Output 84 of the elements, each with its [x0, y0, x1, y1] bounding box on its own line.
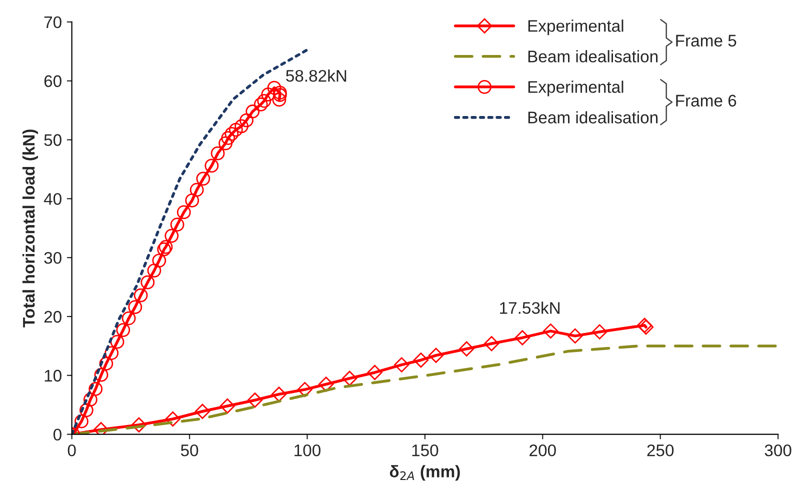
point — [514, 330, 530, 346]
x-tick-label: 150 — [412, 444, 438, 456]
y-tick-label: 10 — [44, 370, 62, 382]
point — [104, 346, 119, 360]
point — [394, 357, 410, 372]
point — [428, 348, 444, 363]
point — [185, 194, 200, 208]
legend-label: Experimental — [528, 20, 624, 36]
y-tick-label: 40 — [44, 193, 62, 205]
annotation: 58.82kN — [286, 70, 346, 82]
annotation: Frame 6 — [676, 94, 736, 107]
point — [228, 122, 243, 137]
point — [99, 356, 114, 371]
point — [272, 92, 286, 107]
point — [204, 158, 219, 173]
point — [234, 119, 248, 134]
legend-label: Beam idealisation — [528, 50, 658, 62]
point — [367, 364, 382, 380]
point — [413, 352, 429, 368]
point — [176, 205, 191, 220]
point — [152, 254, 166, 268]
point — [83, 392, 98, 407]
y-tick-label: 0 — [53, 428, 62, 441]
annotation: Frame 5 — [676, 34, 736, 47]
point — [543, 323, 558, 339]
point — [297, 382, 312, 398]
point — [88, 382, 103, 396]
x-tick-label: 200 — [530, 444, 556, 456]
point — [220, 398, 235, 414]
point — [147, 264, 162, 278]
point — [79, 403, 94, 418]
point — [170, 218, 184, 232]
annotation: 17.53kN — [500, 302, 560, 314]
point — [271, 386, 287, 402]
y-tick-label: 60 — [44, 75, 62, 88]
legend-label: Experimental — [528, 80, 624, 96]
y-axis-title: Total horizontal load (kN) — [22, 130, 38, 328]
point — [190, 182, 204, 197]
point — [592, 324, 608, 340]
legend-label: Beam idealisation — [528, 111, 658, 124]
point — [140, 275, 155, 290]
point — [247, 392, 263, 408]
point — [257, 94, 272, 108]
point — [221, 131, 236, 145]
point — [194, 404, 210, 419]
point — [261, 87, 276, 102]
point — [110, 334, 124, 349]
point — [272, 88, 287, 102]
point — [342, 370, 358, 386]
point — [74, 414, 88, 428]
y-tick-label: 30 — [44, 252, 62, 264]
x-tick-label: 300 — [764, 444, 792, 456]
point — [116, 323, 130, 337]
point — [157, 242, 172, 256]
point — [158, 240, 173, 254]
point — [128, 300, 142, 314]
point — [164, 228, 179, 243]
point — [93, 422, 109, 434]
y-tick-label: 50 — [44, 134, 62, 146]
point — [484, 336, 500, 352]
point — [459, 341, 474, 356]
point — [254, 97, 268, 112]
point — [318, 376, 334, 392]
point — [134, 288, 148, 302]
point — [246, 104, 260, 118]
point — [224, 126, 239, 141]
x-tick-label: 250 — [647, 444, 674, 456]
point — [272, 86, 287, 100]
x-axis-title: δ$_{2A}$ (mm) — [390, 465, 460, 481]
x-tick-label: 50 — [180, 444, 198, 456]
point — [218, 136, 232, 150]
point — [94, 368, 108, 382]
y-tick-label: 70 — [44, 16, 62, 28]
point — [210, 146, 225, 160]
point — [196, 172, 210, 186]
point — [122, 311, 136, 326]
point — [568, 328, 583, 344]
point — [165, 411, 180, 427]
y-tick-label: 20 — [44, 310, 62, 323]
x-tick-label: 0 — [68, 444, 76, 456]
point — [131, 417, 146, 432]
point — [240, 113, 254, 128]
x-tick-label: 100 — [294, 444, 320, 456]
point — [267, 80, 282, 95]
